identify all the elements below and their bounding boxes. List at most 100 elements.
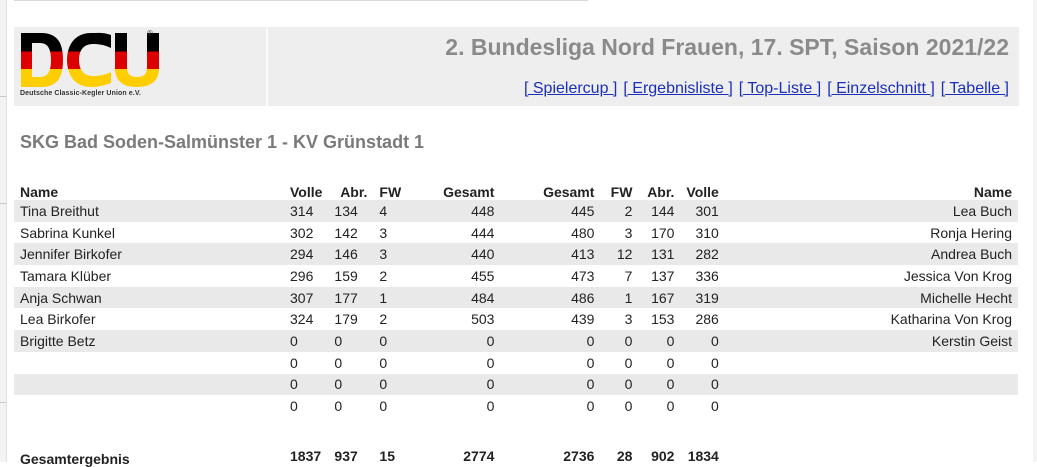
gesamt-home: 0 <box>408 373 501 396</box>
edge-tick <box>0 203 6 204</box>
volle-away: 0 <box>680 395 725 417</box>
player-name-home: Brigitte Betz <box>14 330 284 352</box>
table-row: Tina Breithut 314 134 4 448 445 2 144 301 Lea Buc… <box>14 200 1018 222</box>
player-name-away: Lea Buch <box>724 200 1018 222</box>
player-name-home: Anja Schwan <box>14 286 284 309</box>
page-header: ® Deutsche Classic-Kegler Union e.V. 2. … <box>14 27 1019 106</box>
dcu-logo[interactable]: ® Deutsche Classic-Kegler Union e.V. <box>14 27 266 106</box>
edge-tick <box>0 96 6 97</box>
player-name-home <box>14 373 284 396</box>
gesamt-away: 0 <box>500 395 601 417</box>
total-cell: 15 <box>379 447 395 464</box>
table-row: Jennifer Birkofer 294 146 3 440 413 12 131 282 An… <box>14 243 1018 266</box>
gesamt-home: 455 <box>408 265 501 287</box>
gesamt-away: 486 <box>500 286 601 309</box>
total-cell: 2736 <box>563 447 595 464</box>
abr-away: 0 <box>638 330 681 352</box>
gesamt-away: 445 <box>500 200 601 222</box>
volle-away: 301 <box>680 200 725 222</box>
player-name-away: Andrea Buch <box>724 243 1018 266</box>
abr-away: 153 <box>638 308 681 331</box>
player-name-home: Lea Birkofer <box>14 308 284 331</box>
player-name-away: Michelle Hecht <box>724 286 1018 309</box>
edge-tick <box>0 402 6 403</box>
player-name-home: Sabrina Kunkel <box>14 221 284 244</box>
abr-away: 170 <box>638 221 681 244</box>
volle-away: 0 <box>680 373 725 396</box>
column-header: Name <box>973 184 1012 200</box>
fw-home: 2 <box>373 265 409 287</box>
volle-away: 336 <box>680 265 725 287</box>
fw-home: 3 <box>373 243 409 266</box>
column-header: Gesamt <box>443 184 495 200</box>
abr-away: 0 <box>638 395 681 417</box>
total-row: Gesamtergebnis 1837 937 15 2774 2736 28 … <box>14 417 1018 467</box>
fw-away: 1 <box>600 286 639 309</box>
player-name-home <box>14 395 284 417</box>
abr-home: 0 <box>328 351 374 374</box>
fw-away: 2 <box>600 200 639 222</box>
player-name-away <box>724 373 1018 396</box>
abr-home: 134 <box>328 200 374 222</box>
abr-away: 144 <box>638 200 681 222</box>
nav-link-spielercup[interactable]: [ Spielercup ] <box>523 80 618 97</box>
volle-home: 314 <box>284 200 329 222</box>
player-name-away <box>724 351 1018 374</box>
volle-home: 0 <box>284 395 329 417</box>
abr-home: 159 <box>328 265 374 287</box>
left-window-edge <box>0 0 7 462</box>
nav-link-einzelschnitt[interactable]: [ Einzelschnitt ] <box>827 80 935 97</box>
fw-home: 0 <box>373 395 409 417</box>
table-row: Anja Schwan 307 177 1 484 486 1 167 319 Michelle … <box>14 286 1018 309</box>
player-name-home: Jennifer Birkofer <box>14 243 284 266</box>
player-name-away <box>724 395 1018 417</box>
total-cell: 937 <box>334 447 358 464</box>
total-cell: 28 <box>616 447 633 464</box>
volle-away: 0 <box>680 330 725 352</box>
fw-away: 0 <box>600 395 639 417</box>
right-window-edge <box>1033 0 1037 462</box>
column-header: Gesamt <box>543 184 595 200</box>
registered-mark: ® <box>147 29 153 38</box>
abr-away: 0 <box>638 373 681 396</box>
volle-home: 0 <box>284 373 329 396</box>
gesamt-home: 0 <box>408 395 501 417</box>
player-name-away: Kerstin Geist <box>724 330 1018 352</box>
abr-away: 167 <box>638 286 681 309</box>
fw-away: 12 <box>600 243 639 266</box>
table-row: Sabrina Kunkel 302 142 3 444 480 3 170 310 Ronja … <box>14 221 1018 244</box>
gesamt-home: 444 <box>408 221 501 244</box>
abr-home: 0 <box>328 373 374 396</box>
column-header: FW <box>610 184 633 200</box>
fw-home: 0 <box>373 373 409 396</box>
page-title: 2. Bundesliga Nord Frauen, 17. SPT, Sais… <box>445 34 1009 60</box>
volle-away: 319 <box>680 286 725 309</box>
player-name-away: Jessica Von Krog <box>724 265 1018 287</box>
total-cell-empty <box>725 417 1018 467</box>
abr-away: 137 <box>638 265 681 287</box>
abr-home: 146 <box>328 243 374 266</box>
player-name-home: Tamara Klüber <box>14 265 284 287</box>
volle-home: 294 <box>284 243 329 266</box>
gesamt-away: 413 <box>500 243 601 266</box>
column-header: Abr. <box>340 184 368 200</box>
gesamt-away: 480 <box>500 221 601 244</box>
fw-away: 3 <box>600 308 639 331</box>
abr-home: 0 <box>328 330 374 352</box>
table-row: Brigitte Betz 0 0 0 0 0 0 0 0 Kerstin Geist <box>14 330 1018 352</box>
nav-link-top-liste[interactable]: [ Top-Liste ] <box>738 80 822 97</box>
fw-away: 7 <box>600 265 639 287</box>
player-name-away: Katharina Von Krog <box>724 308 1018 331</box>
nav-link-tabelle[interactable]: [ Tabelle ] <box>940 80 1009 97</box>
volle-away: 310 <box>680 221 725 244</box>
gesamt-home: 440 <box>408 243 501 266</box>
gesamt-away: 0 <box>500 351 601 374</box>
fw-home: 0 <box>373 330 409 352</box>
volle-away: 0 <box>680 351 725 374</box>
fw-away: 0 <box>600 373 639 396</box>
gesamt-away: 439 <box>500 308 601 331</box>
nav-link-ergebnisliste[interactable]: [ Ergebnisliste ] <box>623 80 733 97</box>
player-name-home: Tina Breithut <box>14 200 284 222</box>
abr-home: 142 <box>328 221 374 244</box>
